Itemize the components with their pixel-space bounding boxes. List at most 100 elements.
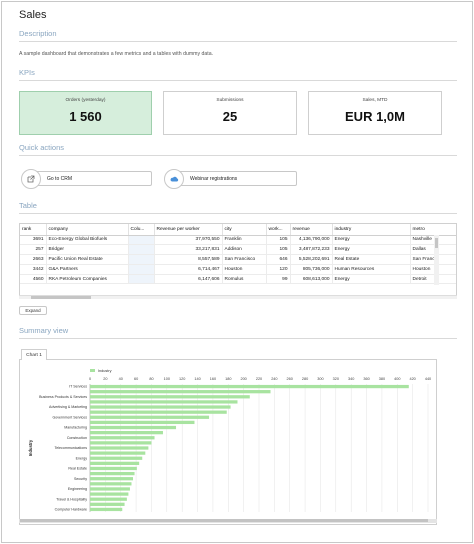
page-title: Sales [19, 9, 47, 21]
table-horizontal-scrollbar[interactable] [19, 295, 457, 299]
x-tick-label: 260 [287, 377, 293, 381]
cell-industry: Real Estate [332, 254, 411, 265]
cell-revenue-per-worker: 8,557,589 [154, 254, 223, 265]
bar [90, 497, 127, 501]
bar [90, 384, 409, 389]
bar [90, 415, 210, 419]
tab-chart-1[interactable]: Chart 1 [21, 349, 47, 360]
column-header-revenue-per-worker[interactable]: Revenue per worker [154, 224, 223, 236]
kpi-submissions-card[interactable]: Submissions 25 [163, 91, 297, 135]
cell-column [128, 244, 155, 256]
cell-industry: Energy [332, 274, 411, 285]
cell-company: Eco-Energy Global Biofuels [46, 235, 129, 246]
cell-city: San Francisco [222, 254, 267, 265]
table-row[interactable]: 3691 Eco-Energy Global Biofuels 37,970,5… [20, 235, 456, 246]
table-row[interactable]: 2663 Pacific Union Real Estate 8,557,589… [20, 254, 456, 265]
category-label: Construction [67, 436, 87, 440]
x-tick-label: 440 [425, 377, 431, 381]
column-header-city[interactable]: city [222, 224, 267, 236]
scrollbar-thumb[interactable] [20, 519, 428, 522]
column-header-industry[interactable]: industry [332, 224, 411, 236]
section-kpis-heading: KPIs [19, 68, 35, 77]
scrollbar-thumb[interactable] [435, 238, 438, 248]
bar [90, 420, 195, 425]
x-tick-label: 60 [134, 377, 138, 381]
go-to-crm-label: Go to CRM [47, 175, 73, 182]
x-tick-label: 400 [394, 377, 400, 381]
bar [90, 502, 125, 506]
bar-chart: Industry 0 20 40 60 80 100 120 140 160 180 200 220 24… [28, 369, 431, 512]
category-label: IT Services [69, 385, 87, 389]
table-row[interactable]: 4560 RKA Petroleum Companies 6,147,606 R… [20, 274, 456, 285]
x-tick-label: 200 [240, 377, 246, 381]
bar [90, 395, 250, 399]
x-tick-label: 20 [103, 377, 107, 381]
bar [90, 436, 155, 440]
bar [90, 482, 132, 486]
cell-city: Franklin [222, 235, 267, 246]
bar [90, 456, 143, 460]
y-axis-title: Industry [28, 439, 33, 456]
column-header-revenue[interactable]: revenue [290, 224, 333, 236]
x-tick-label: 40 [119, 377, 123, 381]
x-tick-label: 280 [302, 377, 308, 381]
category-label: Business Products & Services [39, 395, 87, 399]
cell-column [128, 235, 155, 246]
go-to-crm-button[interactable]: Go to CRM [21, 168, 152, 189]
webinar-registrations-button[interactable]: Webinar registrations [164, 168, 297, 189]
cell-industry: Energy [332, 244, 411, 256]
divider [19, 338, 457, 339]
column-header-company[interactable]: company [46, 224, 129, 236]
cell-city: Addison [222, 244, 267, 256]
kpi-sales-card[interactable]: Sales, MTD EUR 1,0M [308, 91, 442, 135]
divider [19, 41, 457, 42]
category-label: Telecommunications [54, 446, 87, 450]
cell-rank: 3691 [20, 235, 47, 246]
cell-company: Pacific Union Real Estate [46, 254, 129, 265]
bar [90, 431, 163, 435]
bar [90, 461, 140, 465]
category-label: Engineering [68, 487, 87, 491]
cell-revenue: 805,736,000 [290, 264, 333, 275]
cell-revenue: 3,487,872,233 [290, 244, 333, 256]
cell-metro: Detroit [410, 274, 456, 285]
section-description-heading: Description [19, 29, 57, 38]
bar [90, 466, 137, 471]
column-header-workers[interactable]: work... [266, 224, 291, 236]
cell-revenue: 4,136,790,000 [290, 235, 333, 246]
section-summary-heading: Summary view [19, 326, 69, 335]
bar [90, 441, 152, 445]
kpi-label: Sales, MTD [362, 98, 388, 103]
column-header-metro[interactable]: metro [410, 224, 456, 236]
column-header-rank[interactable]: rank [20, 224, 47, 236]
expand-button[interactable]: Expand [19, 306, 47, 315]
cell-revenue-per-worker: 6,714,467 [154, 264, 223, 275]
table-row[interactable]: 3442 G&A Partners 6,714,467 Houston 120 … [20, 264, 456, 275]
data-table: rank company Colu... Revenue per worker … [19, 223, 457, 297]
bar [90, 446, 149, 450]
divider [19, 80, 457, 81]
kpi-orders-card[interactable]: Orders (yesterday) 1 560 [19, 91, 152, 135]
external-link-icon [21, 168, 41, 189]
cell-revenue: 608,613,000 [290, 274, 333, 285]
scrollbar-thumb[interactable] [31, 296, 91, 299]
table-row[interactable]: 257 Bridger 33,217,831 Addison 105 3,487… [20, 244, 456, 256]
x-tick-label: 80 [149, 377, 153, 381]
x-tick-label: 0 [89, 377, 91, 381]
category-label: Computer Hardware [55, 508, 87, 512]
cell-company: G&A Partners [46, 264, 129, 275]
x-tick-label: 220 [256, 377, 262, 381]
cell-revenue-per-worker: 37,970,550 [154, 235, 223, 246]
cell-city: Houston [222, 264, 267, 275]
cell-metro: San Franci [410, 254, 456, 265]
bar [90, 425, 177, 430]
cell-column [128, 254, 155, 265]
chart-horizontal-scrollbar[interactable] [19, 519, 437, 523]
table-vertical-scrollbar[interactable] [434, 235, 439, 285]
column-header-column[interactable]: Colu... [128, 224, 155, 236]
x-tick-label: 340 [348, 377, 354, 381]
kpi-value: 1 560 [69, 109, 102, 124]
bar [90, 400, 238, 404]
bar [90, 507, 123, 512]
cell-workers: 99 [266, 274, 291, 285]
